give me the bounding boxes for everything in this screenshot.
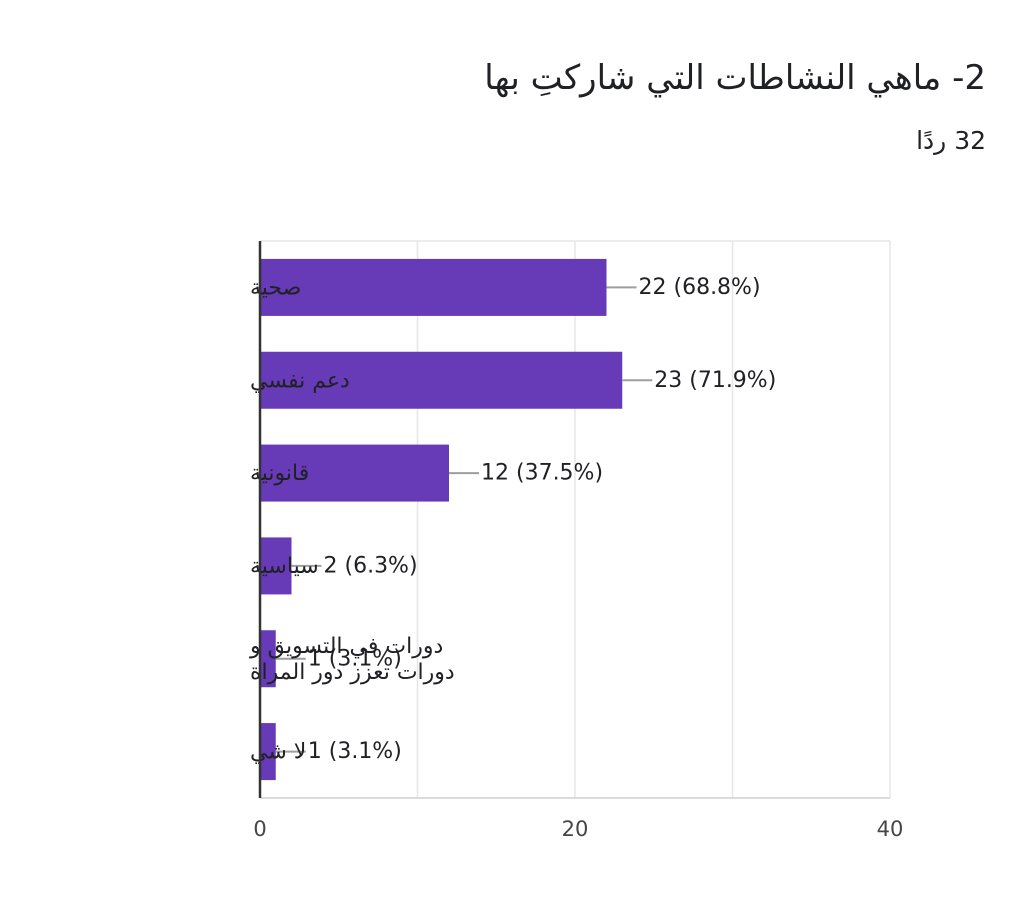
category-label: سياسية (250, 553, 319, 578)
x-tick-label: 20 (562, 817, 589, 841)
value-label: 1 (3.1%) (308, 739, 402, 764)
value-label: 22 (68.8%) (639, 275, 761, 300)
bar (260, 258, 607, 316)
category-label: دعم نفسي (250, 368, 350, 393)
bar (260, 630, 276, 688)
response-count: 32 ردًا (916, 126, 986, 155)
value-label: 1 (3.1%) (308, 646, 402, 671)
category-label: دورات في التسويق و دورات تعزز دور المراة (249, 633, 455, 684)
x-tick-label: 0 (253, 817, 266, 841)
x-tick-label: 40 (877, 817, 904, 841)
value-label: 23 (71.9%) (654, 368, 776, 393)
bar (260, 351, 623, 409)
bar (260, 444, 449, 502)
value-label: 2 (6.3%) (324, 553, 418, 578)
question-header: 2- ماهي النشاطات التي شاركتِ بها 32 ردًا (186, 52, 986, 155)
bar (260, 723, 276, 781)
bar (260, 537, 292, 595)
category-label: صحية (250, 275, 301, 300)
category-label: لا شي (250, 739, 306, 764)
question-title: 2- ماهي النشاطات التي شاركتِ بها (484, 58, 986, 98)
value-label: 12 (37.5%) (481, 461, 603, 486)
